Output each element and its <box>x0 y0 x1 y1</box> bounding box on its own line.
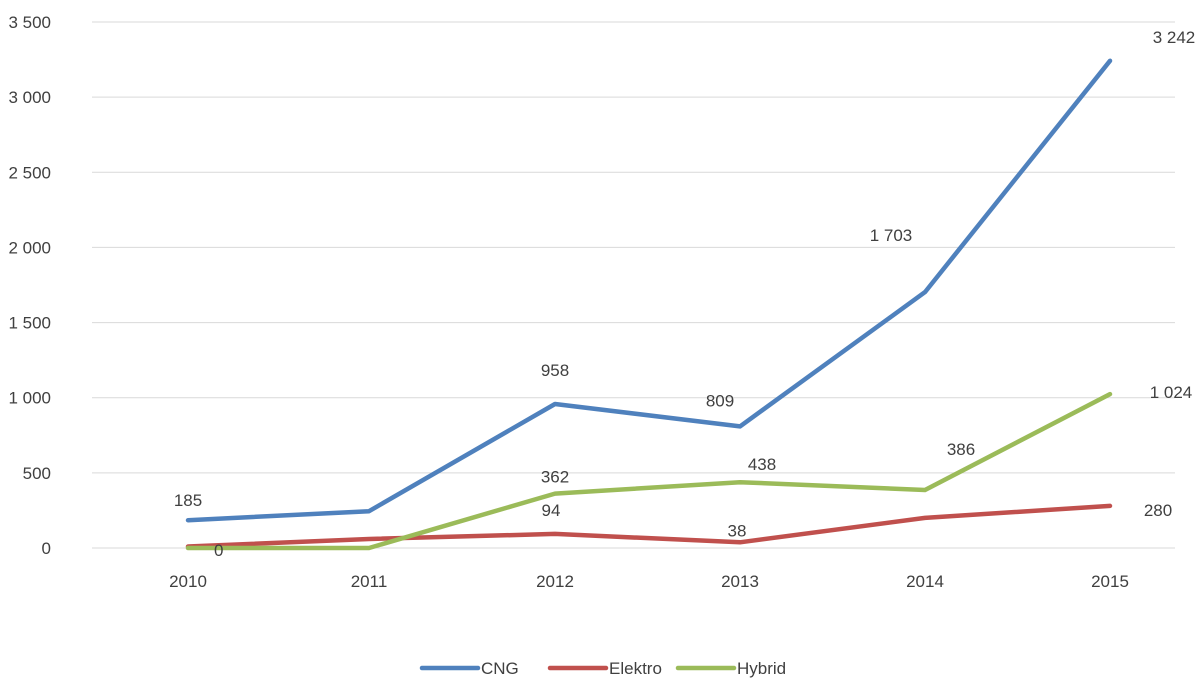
data-label: 185 <box>174 491 202 510</box>
y-tick-label: 1 000 <box>8 389 51 408</box>
series-lines <box>185 58 1113 551</box>
data-label: 3 242 <box>1153 28 1196 47</box>
x-tick-label: 2013 <box>721 572 759 591</box>
legend-label: Elektro <box>609 659 662 678</box>
x-tick-label: 2014 <box>906 572 944 591</box>
data-label: 280 <box>1144 501 1172 520</box>
legend-item-hybrid: Hybrid <box>675 659 786 678</box>
data-label: 809 <box>706 391 734 410</box>
y-tick-label: 2 500 <box>8 163 51 182</box>
x-tick-label: 2010 <box>169 572 207 591</box>
legend-item-elektro: Elektro <box>547 659 662 678</box>
x-tick-label: 2011 <box>351 572 388 591</box>
x-axis-tick-labels: 2010 2011 2012 2013 2014 2015 <box>169 572 1129 591</box>
data-label: 386 <box>947 440 975 459</box>
y-tick-label: 1 500 <box>8 314 51 333</box>
data-label: 438 <box>748 455 776 474</box>
data-label: 362 <box>541 468 569 487</box>
data-label: 94 <box>542 501 561 520</box>
data-label: 958 <box>541 361 569 380</box>
series-line-cng <box>185 58 1113 523</box>
data-labels: 185 958 809 1 703 3 242 94 38 280 0 362 438 386 1 02… <box>174 28 1195 560</box>
data-label: 1 024 <box>1150 383 1193 402</box>
x-tick-label: 2015 <box>1091 572 1129 591</box>
x-tick-label: 2012 <box>536 572 574 591</box>
data-label: 38 <box>728 521 747 540</box>
data-label: 1 703 <box>870 226 913 245</box>
legend-item-cng: CNG <box>419 659 519 678</box>
series-line-hybrid <box>185 391 1113 551</box>
gridlines <box>92 21 1175 549</box>
legend-label: Hybrid <box>737 659 786 678</box>
y-tick-label: 0 <box>42 539 51 558</box>
data-label: 0 <box>214 541 223 560</box>
legend: CNG Elektro Hybrid <box>419 659 786 678</box>
y-tick-label: 3 000 <box>8 88 51 107</box>
legend-label: CNG <box>481 659 519 678</box>
y-tick-label: 2 000 <box>8 238 51 257</box>
y-tick-label: 500 <box>23 464 51 483</box>
y-tick-label: 3 500 <box>8 13 51 32</box>
series-line-elektro <box>185 503 1113 549</box>
y-axis-tick-labels: 0 500 1 000 1 500 2 000 2 500 3 000 3 500 <box>8 13 51 558</box>
